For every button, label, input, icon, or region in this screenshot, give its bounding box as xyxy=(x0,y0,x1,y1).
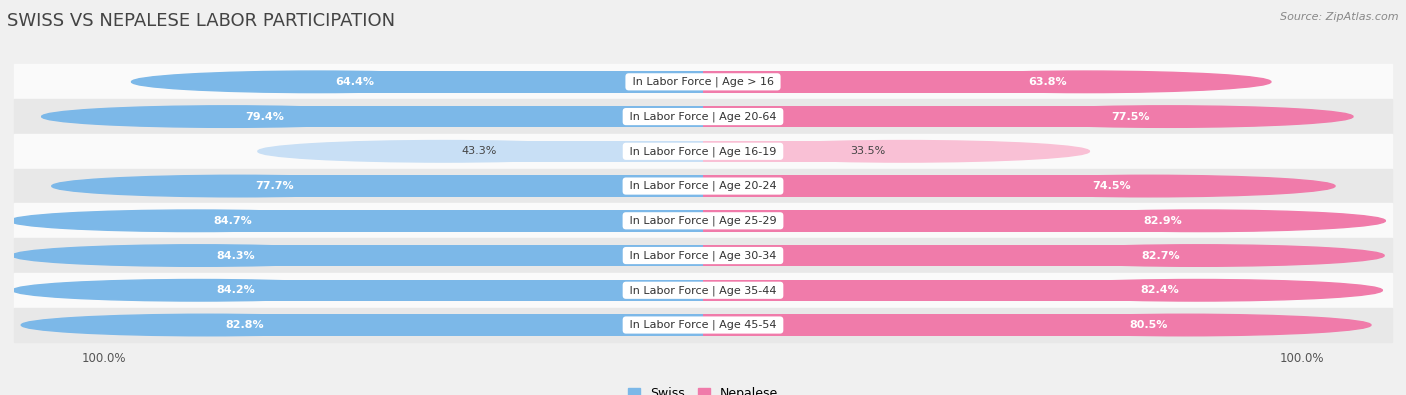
Bar xyxy=(703,245,1198,266)
Bar xyxy=(703,210,1199,231)
Bar xyxy=(228,106,703,127)
Circle shape xyxy=(1012,245,1384,266)
Text: In Labor Force | Age 30-34: In Labor Force | Age 30-34 xyxy=(626,250,780,261)
Circle shape xyxy=(132,71,503,92)
Text: 64.4%: 64.4% xyxy=(335,77,374,87)
Bar xyxy=(198,245,703,266)
Text: In Labor Force | Age 20-24: In Labor Force | Age 20-24 xyxy=(626,181,780,191)
Text: 33.5%: 33.5% xyxy=(851,146,886,156)
Circle shape xyxy=(21,314,392,336)
Text: 84.2%: 84.2% xyxy=(217,285,256,295)
Bar xyxy=(703,141,904,162)
Bar xyxy=(703,280,1197,301)
Text: In Labor Force | Age 25-29: In Labor Force | Age 25-29 xyxy=(626,216,780,226)
Bar xyxy=(14,238,1392,273)
Text: 82.7%: 82.7% xyxy=(1142,250,1181,261)
Circle shape xyxy=(718,141,1090,162)
Bar xyxy=(14,64,1392,99)
Text: 84.3%: 84.3% xyxy=(217,250,254,261)
Text: 80.5%: 80.5% xyxy=(1129,320,1167,330)
Text: 82.9%: 82.9% xyxy=(1143,216,1181,226)
Circle shape xyxy=(42,106,413,127)
Circle shape xyxy=(900,71,1271,92)
Bar xyxy=(195,210,703,231)
Bar xyxy=(14,169,1392,203)
Circle shape xyxy=(963,175,1336,197)
Bar xyxy=(14,99,1392,134)
Text: 84.7%: 84.7% xyxy=(214,216,252,226)
Bar xyxy=(444,141,703,162)
Text: In Labor Force | Age 16-19: In Labor Force | Age 16-19 xyxy=(626,146,780,156)
Text: In Labor Force | Age 45-54: In Labor Force | Age 45-54 xyxy=(626,320,780,330)
Text: 43.3%: 43.3% xyxy=(461,146,496,156)
Bar xyxy=(207,314,703,336)
Text: In Labor Force | Age 35-44: In Labor Force | Age 35-44 xyxy=(626,285,780,295)
Bar xyxy=(14,308,1392,342)
Bar xyxy=(14,203,1392,238)
Circle shape xyxy=(13,280,384,301)
Text: 82.4%: 82.4% xyxy=(1140,285,1178,295)
Bar xyxy=(703,175,1149,197)
Text: SWISS VS NEPALESE LABOR PARTICIPATION: SWISS VS NEPALESE LABOR PARTICIPATION xyxy=(7,12,395,30)
Text: 77.5%: 77.5% xyxy=(1111,111,1149,122)
Text: In Labor Force | Age > 16: In Labor Force | Age > 16 xyxy=(628,77,778,87)
Text: 82.8%: 82.8% xyxy=(225,320,263,330)
Bar xyxy=(703,106,1167,127)
Bar xyxy=(14,273,1392,308)
Circle shape xyxy=(1011,280,1382,301)
Bar xyxy=(14,134,1392,169)
Circle shape xyxy=(1000,314,1371,336)
Circle shape xyxy=(13,245,384,266)
Circle shape xyxy=(52,175,423,197)
Circle shape xyxy=(257,141,630,162)
Bar xyxy=(318,71,703,92)
Bar xyxy=(238,175,703,197)
Text: Source: ZipAtlas.com: Source: ZipAtlas.com xyxy=(1281,12,1399,22)
Circle shape xyxy=(981,106,1353,127)
Text: 79.4%: 79.4% xyxy=(245,111,284,122)
Circle shape xyxy=(10,210,381,231)
Text: 74.5%: 74.5% xyxy=(1092,181,1132,191)
Bar xyxy=(703,314,1185,336)
Text: 63.8%: 63.8% xyxy=(1029,77,1067,87)
Bar xyxy=(198,280,703,301)
Text: In Labor Force | Age 20-64: In Labor Force | Age 20-64 xyxy=(626,111,780,122)
Legend: Swiss, Nepalese: Swiss, Nepalese xyxy=(623,382,783,395)
Text: 77.7%: 77.7% xyxy=(256,181,294,191)
Bar xyxy=(703,71,1085,92)
Circle shape xyxy=(1014,210,1385,231)
